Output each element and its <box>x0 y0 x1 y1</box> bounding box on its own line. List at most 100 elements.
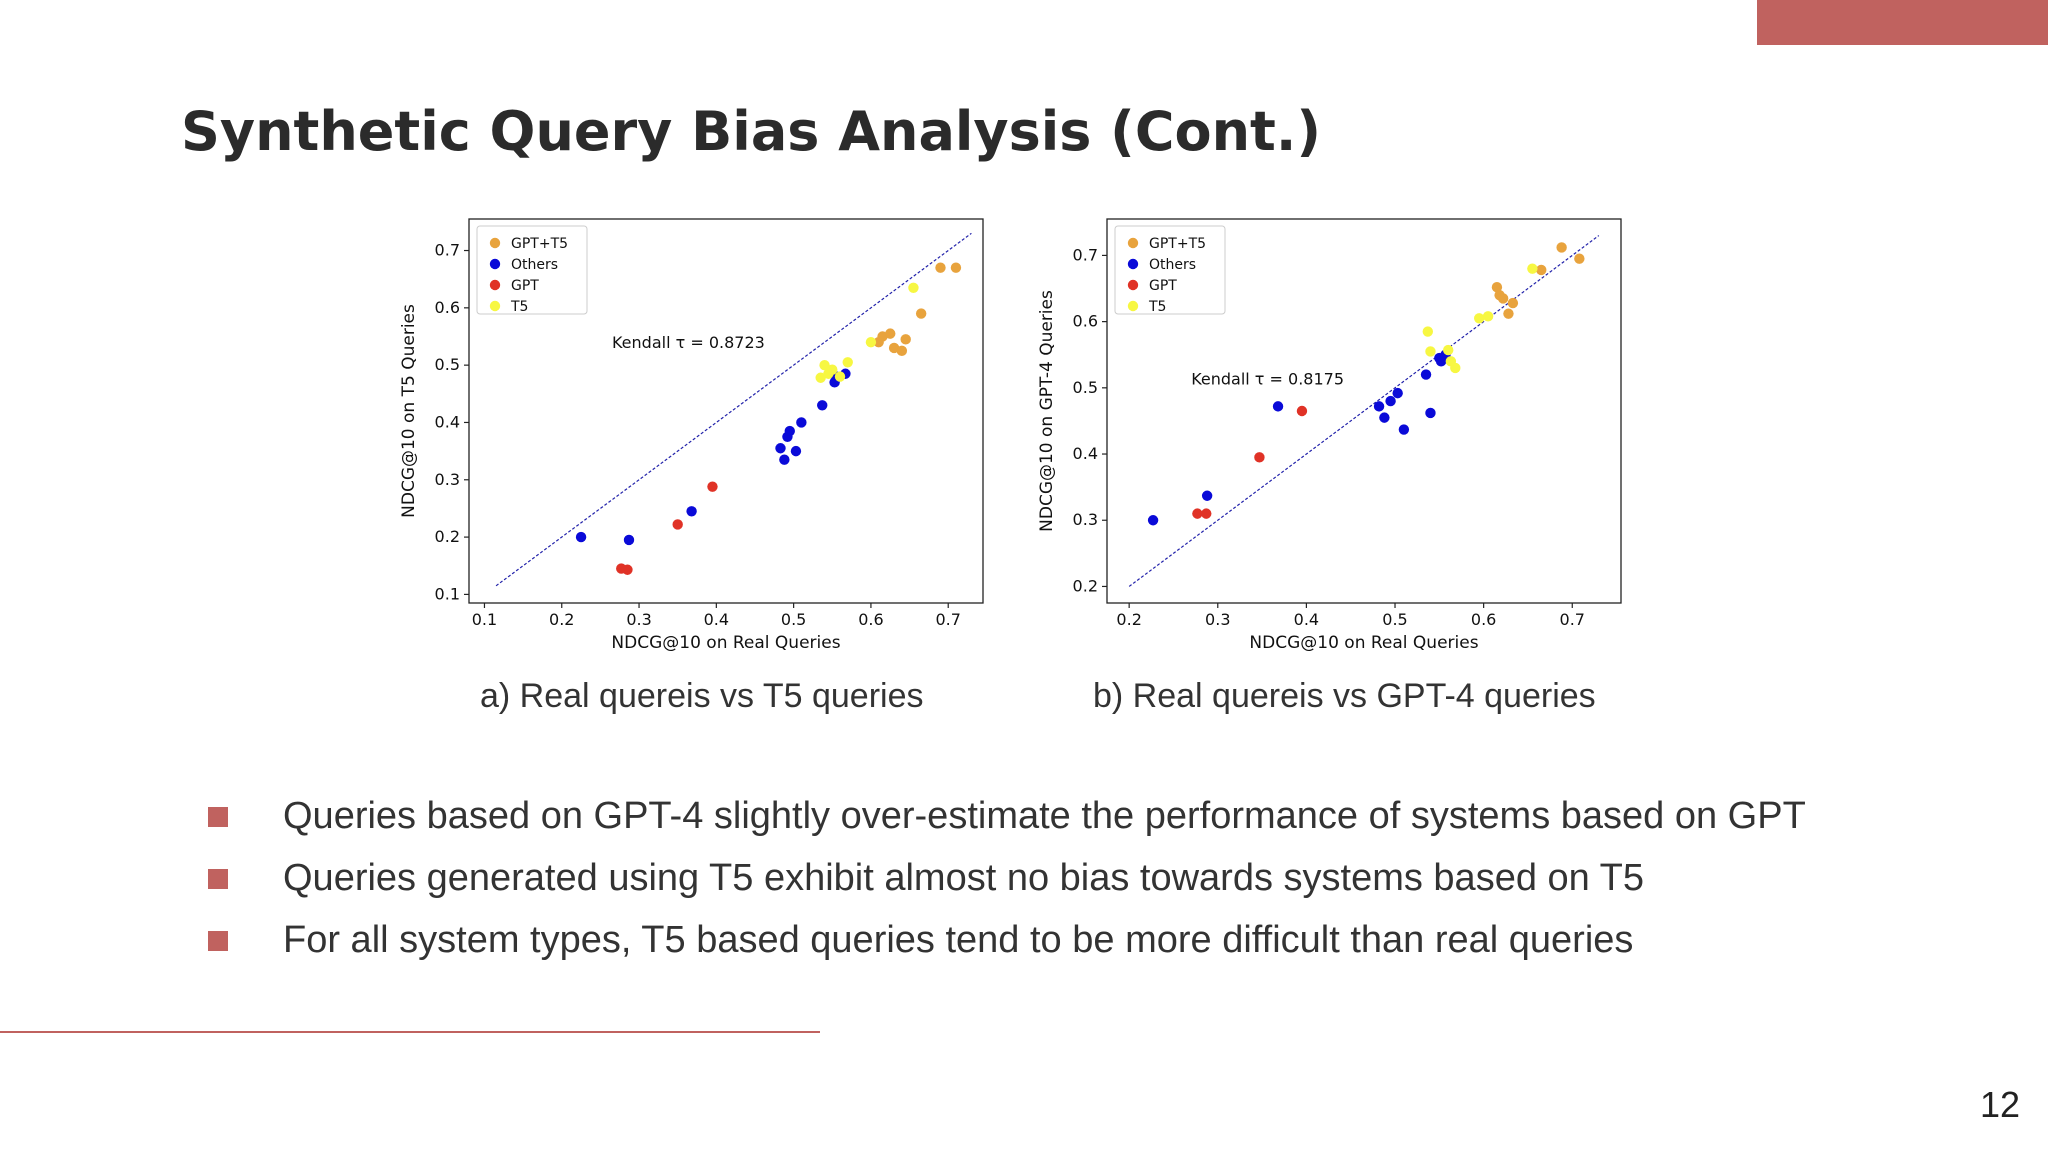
point-T5-4 <box>1450 362 1461 374</box>
x-tick-label: 0.4 <box>1294 610 1319 629</box>
point-T5-6 <box>865 337 877 348</box>
point-Others-8 <box>796 417 807 428</box>
x-tick-label: 0.2 <box>549 610 574 629</box>
legend-marker-T5 <box>1127 300 1139 312</box>
divider-line <box>0 1031 820 1033</box>
point-Others-1 <box>1201 490 1213 501</box>
point-GPT+T5-4 <box>1507 297 1519 309</box>
square-bullet-icon <box>208 807 228 827</box>
point-GPT+T5-0 <box>1491 281 1503 293</box>
bullet-text: For all system types, T5 based queries t… <box>283 919 1634 961</box>
legend-marker-Others <box>489 258 501 270</box>
point-GPT-0 <box>1192 508 1203 519</box>
legend-label: T5 <box>1148 299 1166 315</box>
x-tick-label: 0.6 <box>858 610 883 629</box>
point-GPT+T5-6 <box>1556 242 1567 253</box>
kendall-annotation: Kendall τ = 0.8175 <box>1191 370 1344 389</box>
caption-b: b) Real quereis vs GPT-4 queries <box>1093 677 1596 715</box>
y-tick-label: 0.2 <box>1073 576 1098 595</box>
legend-label: T5 <box>510 299 528 315</box>
bullet-item: Queries based on GPT-4 slightly over-est… <box>205 785 1806 847</box>
point-Others-2 <box>1272 401 1284 412</box>
point-GPT+T5-3 <box>1503 308 1514 319</box>
point-Others-6 <box>784 425 795 437</box>
square-bullet-icon <box>208 931 228 951</box>
point-GPT-2 <box>672 519 683 530</box>
legend: GPT+T5 Others GPT T5 <box>1114 225 1226 315</box>
point-GPT-1 <box>622 564 633 575</box>
bullet-item: Queries generated using T5 exhibit almos… <box>205 847 1806 909</box>
point-Others-0 <box>575 531 587 543</box>
chart-a-svg: 0.1 0.2 0.3 0.4 0.5 0.6 0.7 0.1 0.2 0.3 0.4 0.5 0.6 0… <box>399 218 984 653</box>
point-Others-7 <box>790 445 802 457</box>
point-T5-0 <box>815 372 826 383</box>
y-tick-label: 0.1 <box>435 584 460 603</box>
point-GPT+T5-5 <box>900 334 911 345</box>
legend-label: Others <box>511 257 558 273</box>
point-GPT+T5-2 <box>1497 293 1509 304</box>
kendall-annotation: Kendall τ = 0.8723 <box>612 333 765 352</box>
point-GPT-3 <box>1296 405 1308 417</box>
point-Others-2 <box>686 506 697 517</box>
x-tick-label: 0.6 <box>1471 610 1496 629</box>
slide-title: Synthetic Query Bias Analysis (Cont.) <box>181 100 1322 163</box>
diagonal-line <box>1128 235 1600 587</box>
legend-label: GPT+T5 <box>1149 236 1206 252</box>
x-tick-label: 0.7 <box>935 610 960 629</box>
legend-label: GPT+T5 <box>511 236 568 252</box>
legend-label: GPT <box>1149 278 1177 294</box>
point-Others-9 <box>817 400 828 411</box>
point-Others-0 <box>1147 515 1159 526</box>
point-GPT+T5-7 <box>935 262 946 273</box>
point-Others-9 <box>1425 407 1436 419</box>
x-tick-label: 0.5 <box>781 610 806 629</box>
point-Others-3 <box>775 443 786 454</box>
chart-b-svg: 0.2 0.3 0.4 0.5 0.6 0.7 0.2 0.3 0.4 0.5 0.6 0.7 NDCG… <box>1037 218 1622 653</box>
square-bullet-icon <box>208 869 228 889</box>
point-T5-4 <box>834 371 846 382</box>
accent-bar <box>1757 0 2048 45</box>
legend-box <box>1114 225 1226 315</box>
y-tick-label: 0.4 <box>435 412 460 431</box>
point-Others-8 <box>1420 369 1432 380</box>
x-tick-label: 0.3 <box>1205 610 1230 629</box>
point-T5-7 <box>908 282 919 293</box>
x-axis-label: NDCG@10 on Real Queries <box>611 633 840 653</box>
point-GPT-2 <box>1254 452 1265 463</box>
point-T5-5 <box>842 357 853 368</box>
page-number: 12 <box>1979 1084 2020 1125</box>
legend: GPT+T5 Others GPT T5 <box>476 225 588 315</box>
point-GPT+T5-7 <box>1574 253 1585 264</box>
legend-marker-Others <box>1127 258 1139 270</box>
legend-label: GPT <box>511 278 539 294</box>
x-tick-label: 0.2 <box>1116 610 1141 629</box>
point-Others-6 <box>1392 387 1403 399</box>
y-tick-label: 0.6 <box>1073 312 1098 331</box>
point-Others-5 <box>1385 395 1396 407</box>
y-tick-label: 0.6 <box>435 298 460 317</box>
point-Others-7 <box>1398 424 1410 435</box>
y-tick-label: 0.5 <box>1073 378 1098 397</box>
bullet-text: Queries generated using T5 exhibit almos… <box>283 857 1645 899</box>
legend-label: Others <box>1149 257 1196 273</box>
plot-frame <box>1106 218 1622 604</box>
scatter-chart-t5: 0.1 0.2 0.3 0.4 0.5 0.6 0.7 0.1 0.2 0.3 0.4 0.5 0.6 0… <box>390 205 990 670</box>
legend-marker-GPT <box>489 279 501 291</box>
legend-marker-GPT <box>1127 279 1139 291</box>
x-tick-label: 0.5 <box>1382 610 1407 629</box>
y-tick-label: 0.3 <box>1073 510 1098 529</box>
point-T5-2 <box>1442 344 1454 356</box>
y-tick-label: 0.4 <box>1073 444 1098 463</box>
x-axis-label: NDCG@10 on Real Queries <box>1249 633 1478 653</box>
y-tick-label: 0.2 <box>435 527 460 546</box>
point-T5-7 <box>1527 263 1538 274</box>
point-Others-3 <box>1373 401 1385 412</box>
point-T5-6 <box>1482 311 1494 322</box>
point-T5-0 <box>1422 326 1434 337</box>
point-T5-1 <box>819 359 830 371</box>
x-tick-label: 0.4 <box>704 610 729 629</box>
legend-marker-GPT+T5 <box>1127 237 1139 249</box>
point-Others-4 <box>779 454 790 465</box>
legend-marker-GPT+T5 <box>489 237 501 249</box>
point-GPT+T5-5 <box>1536 264 1547 276</box>
